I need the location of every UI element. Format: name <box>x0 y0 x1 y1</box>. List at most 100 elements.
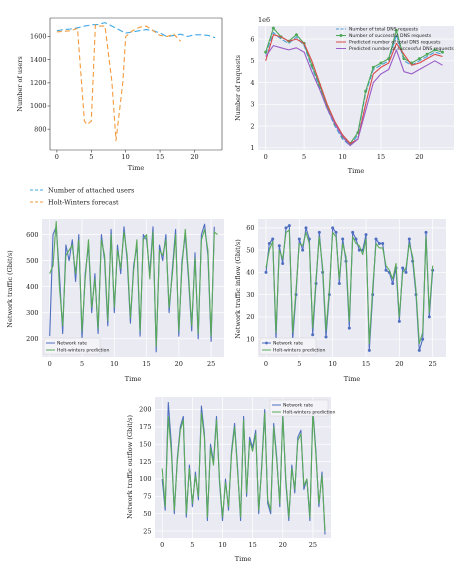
users-ylabel: Number of users <box>16 56 24 111</box>
dns-xtick-label: 15 <box>377 153 385 161</box>
inflow-xlabel: Time <box>344 375 361 383</box>
inflow-series-point-1 <box>267 241 271 245</box>
inflow-series-point-1 <box>377 241 381 245</box>
outflow-ytick-label: 175 <box>139 423 151 431</box>
inflow-series-line-2 <box>265 229 434 345</box>
outflow-xtick-label: 20 <box>279 541 287 549</box>
inflow-series-point-1 <box>331 226 335 230</box>
inflow-series-point-1 <box>334 230 338 234</box>
dns-xtick-label: 5 <box>302 153 306 161</box>
inflow-ytick-label: 50 <box>246 246 254 254</box>
traffic-xtick-label: 25 <box>207 360 215 368</box>
dns-legend: Number of total DNS requests Number of s… <box>336 27 454 52</box>
dns-ylabel: Number of requests <box>234 55 242 121</box>
outflow-xtick-label: 10 <box>218 541 226 549</box>
inflow-ytick-label: 30 <box>246 291 254 299</box>
dns-series-point-2 <box>402 57 406 61</box>
legend-users-label: Number of attached users <box>48 187 134 195</box>
users-series-line-2 <box>56 24 182 142</box>
users-xlabel: Time <box>128 164 145 172</box>
traffic-legend: Network rate Holt-winters prediction <box>43 337 109 355</box>
legend-outflow-hw-label: Holt-winters prediction <box>283 410 335 416</box>
dns-xtick-label: 20 <box>415 153 423 161</box>
dns-ytick-label: 5 <box>250 57 254 65</box>
outflow-series-line-2 <box>161 412 326 532</box>
inflow-series-point-1 <box>407 237 411 241</box>
dns-xlabel: Time <box>348 167 365 175</box>
inflow-series-point-1 <box>417 348 421 352</box>
dns-series-point-2 <box>371 65 375 69</box>
outflow-ytick-label: 75 <box>143 493 151 501</box>
dns-xtick-label: 0 <box>264 153 268 161</box>
inflow-series-point-1 <box>311 333 315 337</box>
inflow-ytick-label: 20 <box>246 313 254 321</box>
inflow-series-point-1 <box>281 262 285 266</box>
users-xtick-label: 20 <box>190 153 198 161</box>
outflow-ytick-label: 150 <box>139 440 151 448</box>
traffic-xtick-label: 15 <box>142 360 150 368</box>
outflow-ytick-label: 200 <box>139 406 151 414</box>
dns-series-point-2 <box>417 57 421 61</box>
outflow-ytick-label: 125 <box>139 458 151 466</box>
outflow-ytick-label: 25 <box>143 527 151 535</box>
dns-ytick-label: 6 <box>250 35 254 43</box>
dns-series-point-2 <box>294 33 298 37</box>
users-xtick-label: 0 <box>55 153 59 161</box>
users-plot: 0 5 10 15 20 800 1000 1200 1400 1600 <box>30 22 216 161</box>
traffic-series-line-2 <box>49 221 218 348</box>
users-xtick-label: 15 <box>156 153 164 161</box>
inflow-legend-box <box>259 337 317 355</box>
inflow-series-point-1 <box>284 226 288 230</box>
inflow-xtick-label: 10 <box>329 360 337 368</box>
inflow-series-point-1 <box>304 226 308 230</box>
traffic-plot: 0 5 10 15 20 25 200 300 400 500 600 <box>26 219 224 368</box>
inflow-series-point-1 <box>374 237 378 241</box>
inflow-series-point-1 <box>337 282 341 286</box>
dns-xtick-label: 10 <box>338 153 346 161</box>
users-ytick-label: 1200 <box>30 79 47 87</box>
inflow-series-point-1 <box>351 230 355 234</box>
traffic-ytick-label: 400 <box>26 283 38 291</box>
inflow-ytick-label: 60 <box>246 224 254 232</box>
users-series-line-1 <box>56 22 216 39</box>
panel-outflow: 0 5 10 15 20 25 25 50 75 100 125 150 175 200 Time Net… <box>126 397 335 563</box>
inflow-series-point-1 <box>404 270 408 274</box>
inflow-series-point-1 <box>354 237 358 241</box>
inflow-series-point-1 <box>301 248 305 252</box>
outflow-xtick-label: 5 <box>190 541 194 549</box>
inflow-series-point-1 <box>421 337 425 341</box>
legend-dns-total-label: Number of total DNS requests <box>349 27 419 33</box>
inflow-ytick-label: 40 <box>246 269 254 277</box>
dns-ytick-label: 1 <box>250 144 254 152</box>
dns-series-point-2 <box>364 89 368 93</box>
inflow-series-point-1 <box>341 237 345 241</box>
legend-outflow-rate-label: Network rate <box>283 403 313 409</box>
dns-ytick-label: 2 <box>250 122 254 130</box>
outflow-xlabel: Time <box>235 555 252 563</box>
users-ytick-label: 800 <box>34 125 46 133</box>
dns-series-line-4 <box>265 45 443 147</box>
inflow-series-point-1 <box>391 282 395 286</box>
dns-series-point-2 <box>264 50 268 54</box>
dns-ytick-label: 4 <box>250 79 254 87</box>
inflow-legend: Network rate Holt-winters prediction <box>259 337 325 355</box>
dns-plot-bg <box>258 26 454 150</box>
traffic-xtick-label: 5 <box>80 360 84 368</box>
legend-inflow-hw-label: Holt-winters prediction <box>273 348 325 354</box>
traffic-ytick-label: 300 <box>26 309 38 317</box>
users-ytick-label: 1000 <box>30 102 47 110</box>
outflow-plot: 0 5 10 15 20 25 25 50 75 100 125 150 175 200 <box>139 397 331 549</box>
panel-dns: 0 5 10 15 20 1 2 3 4 5 6 1e6 Time Number of reques… <box>234 16 454 175</box>
legend-traffic-rate-label: Network rate <box>57 341 87 347</box>
inflow-series-point-1 <box>381 241 385 245</box>
legend-dns-pred-success-label: Predicted number of successful DNS reque… <box>349 46 454 52</box>
inflow-series-point-1 <box>364 233 368 237</box>
legend-inflow-rate-marker <box>265 341 268 345</box>
traffic-xtick-label: 10 <box>110 360 118 368</box>
inflow-series-point-1 <box>324 335 328 339</box>
traffic-ytick-label: 600 <box>26 231 38 239</box>
dns-series-point-2 <box>394 28 398 32</box>
inflow-series-point-1 <box>297 237 301 241</box>
inflow-series-point-1 <box>277 244 281 248</box>
outflow-xtick-label: 15 <box>249 541 257 549</box>
